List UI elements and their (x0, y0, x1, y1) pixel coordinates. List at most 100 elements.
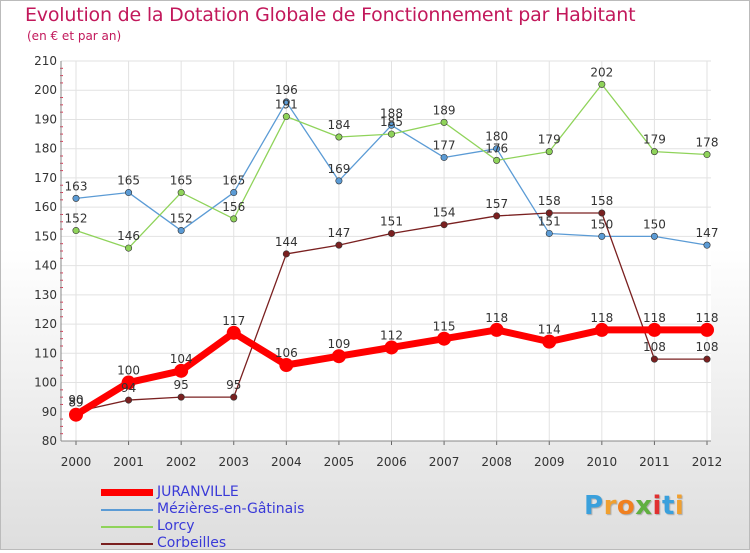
logo-letter: o (616, 491, 636, 521)
x-tick-label: 2000 (61, 455, 92, 469)
data-label-corbeilles: 147 (327, 226, 350, 240)
point-lorcy (493, 156, 501, 164)
y-tick-label: 130 (34, 288, 57, 302)
series-juranville (69, 322, 714, 422)
data-label-mezieres: 150 (643, 217, 666, 231)
y-tick-label: 100 (34, 376, 57, 390)
data-label-corbeilles: 157 (485, 197, 508, 211)
data-label-corbeilles: 108 (696, 340, 719, 354)
x-tick-label: 2006 (376, 455, 407, 469)
data-label-lorcy: 152 (65, 212, 88, 226)
data-label-lorcy: 178 (696, 136, 719, 150)
x-tick-label: 2002 (166, 455, 197, 469)
data-label-lorcy: 185 (380, 115, 403, 129)
point-lorcy (650, 148, 658, 156)
data-label-lorcy: 176 (485, 141, 508, 155)
point-mezieres (230, 189, 238, 197)
point-lorcy (177, 189, 185, 197)
y-tick-label: 180 (34, 142, 57, 156)
point-lorcy (335, 133, 343, 141)
point-corbeilles (545, 209, 553, 217)
legend-swatch-lorcy (101, 526, 153, 528)
data-label-mezieres: 165 (222, 174, 245, 188)
data-label-corbeilles: 90 (68, 393, 83, 407)
data-label-juranville: 118 (696, 311, 719, 325)
y-tick-label: 170 (34, 171, 57, 185)
y-tick-label: 150 (34, 229, 57, 243)
logo-letter: x (635, 491, 653, 521)
x-tick-label: 2007 (429, 455, 460, 469)
legend-label-mezieres: Mézières-en-Gâtinais (157, 501, 305, 517)
legend-swatch-mezieres (101, 509, 153, 511)
data-label-juranville: 118 (485, 311, 508, 325)
data-label-mezieres: 165 (117, 174, 140, 188)
data-label-juranville: 115 (433, 320, 456, 334)
point-juranville (121, 375, 136, 390)
chart-title: Evolution de la Dotation Globale de Fonc… (25, 4, 636, 26)
data-label-mezieres: 196 (275, 83, 298, 97)
legend-label-lorcy: Lorcy (157, 518, 195, 534)
point-corbeilles (125, 396, 133, 404)
point-mezieres (125, 189, 133, 197)
point-juranville (594, 322, 609, 337)
data-label-juranville: 117 (222, 314, 245, 328)
x-tick-label: 2012 (692, 455, 723, 469)
data-label-juranville: 114 (538, 323, 561, 337)
logo-letter: t (661, 491, 675, 521)
point-mezieres (335, 177, 343, 185)
legend-swatch-corbeilles (101, 543, 153, 545)
x-tick-label: 2008 (481, 455, 512, 469)
data-label-juranville: 112 (380, 328, 403, 342)
data-label-mezieres: 177 (433, 138, 456, 152)
point-juranville (226, 325, 241, 340)
point-juranville (489, 322, 504, 337)
point-corbeilles (440, 221, 448, 229)
data-label-corbeilles: 158 (538, 194, 561, 208)
y-tick-label: 120 (34, 317, 57, 331)
data-label-juranville: 89 (68, 396, 83, 410)
point-lorcy (125, 244, 133, 252)
data-label-mezieres: 169 (327, 162, 350, 176)
point-juranville (437, 331, 452, 346)
data-label-corbeilles: 144 (275, 235, 298, 249)
x-tick-label: 2003 (218, 455, 249, 469)
point-corbeilles (650, 355, 658, 363)
proxiti-logo: Proxiti (584, 491, 684, 521)
point-mezieres (650, 232, 658, 240)
data-label-lorcy: 202 (590, 65, 613, 79)
logo-letter: r (603, 491, 617, 521)
data-label-lorcy: 165 (170, 174, 193, 188)
data-label-lorcy: 179 (538, 133, 561, 147)
point-juranville (279, 358, 294, 372)
point-corbeilles (493, 212, 501, 220)
x-tick-label: 2005 (324, 455, 355, 469)
data-label-mezieres: 180 (485, 130, 508, 144)
point-corbeilles (230, 393, 238, 401)
logo-letter: i (674, 491, 685, 521)
y-tick-label: 160 (34, 200, 57, 214)
data-label-corbeilles: 154 (433, 206, 456, 220)
logo-letter: i (652, 491, 662, 521)
chart-subtitle: (en € et par an) (27, 29, 122, 43)
point-mezieres (493, 145, 501, 153)
point-mezieres (72, 194, 80, 202)
data-label-corbeilles: 95 (174, 378, 189, 392)
x-tick-label: 2011 (639, 455, 670, 469)
data-label-mezieres: 152 (170, 212, 193, 226)
data-label-mezieres: 163 (65, 179, 88, 193)
series-mezieres (72, 98, 711, 249)
data-label-mezieres: 188 (380, 106, 403, 120)
point-mezieres (598, 232, 606, 240)
point-mezieres (282, 98, 290, 106)
point-corbeilles (335, 241, 343, 249)
data-label-lorcy: 184 (327, 118, 350, 132)
data-label-lorcy: 191 (275, 98, 298, 112)
data-label-mezieres: 147 (696, 226, 719, 240)
y-tick-label: 210 (34, 54, 57, 68)
point-juranville (331, 349, 346, 364)
data-label-mezieres: 150 (590, 217, 613, 231)
point-lorcy (387, 130, 395, 138)
series-lorcy (72, 80, 711, 252)
